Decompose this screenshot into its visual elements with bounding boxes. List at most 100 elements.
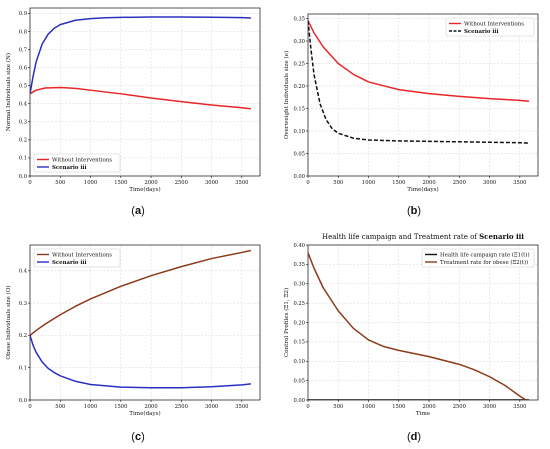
- x-tick-label: 1500: [392, 404, 405, 410]
- y-tick-label: 0.25: [293, 61, 305, 67]
- y-tick-label: 0.2: [19, 138, 27, 144]
- y-tick-label: 0.1: [19, 366, 27, 372]
- chart-title-bold: Scenario iii: [479, 232, 524, 241]
- series-line-0: [308, 20, 529, 103]
- y-tick-label: 0.8: [19, 29, 27, 35]
- plot-frame: [29, 7, 261, 177]
- grid: [307, 244, 538, 401]
- panel-d: 0 500 1000 1500 2000 2500 3000 3500 0.00 0.05 0.10…: [283, 232, 539, 443]
- x-tick-label: 1500: [392, 180, 405, 186]
- legend-label-1: Scenario iii: [52, 165, 87, 171]
- x-tick-label: 3500: [235, 180, 248, 186]
- y-tick-label: 0.05: [293, 378, 305, 384]
- y-tick-label: 0.30: [293, 39, 305, 45]
- series-lines: [308, 252, 529, 400]
- series-line-1: [30, 16, 251, 94]
- series-line-0: [30, 86, 252, 110]
- legend-label-1: Scenario iii: [52, 260, 87, 266]
- x-axis-label: Time(days): [407, 186, 438, 193]
- legend-label-1: Scenario iii: [464, 29, 499, 35]
- y-tick-label: 0.35: [293, 262, 305, 268]
- x-tick-label: 1500: [114, 404, 127, 410]
- series-line-1: [308, 20, 529, 144]
- x-axis-label: Time: [416, 411, 431, 417]
- x-tick-label: 2000: [144, 180, 157, 186]
- panel-c: 0 500 1000 1500 2000 2500 3000 3500 0.0 0.1 0.2 0.3…: [5, 244, 261, 443]
- x-tick-label: 2500: [453, 404, 466, 410]
- y-tick-label: 0.40: [293, 243, 305, 249]
- x-tick-label: 0: [28, 404, 31, 410]
- y-tick-label: 0.0: [19, 398, 27, 404]
- y-tick-label: 0.00: [293, 398, 305, 404]
- x-tick-label: 3500: [513, 404, 526, 410]
- plot-frame: [29, 244, 261, 401]
- y-tick-label: 0.5: [19, 83, 27, 89]
- legend-box: [33, 153, 121, 173]
- y-axis-label: Overweight Individuals size (e): [283, 51, 290, 139]
- y-axis-label: Control Profiles (Ξ1, Ξ2): [283, 288, 290, 357]
- x-tick-label: 0: [306, 180, 309, 186]
- legend-box: [445, 17, 535, 37]
- panel-caption: (a): [131, 205, 144, 217]
- x-tick-label: 1000: [362, 404, 375, 410]
- legend-label-0: Without Interventions: [464, 21, 524, 27]
- x-tick-label: 500: [333, 180, 343, 186]
- panel-b: 0 500 1000 1500 2000 2500 3000 3500 0.00 0.05 0.10…: [283, 13, 539, 217]
- x-tick-label: 500: [55, 404, 65, 410]
- series-lines: [30, 249, 252, 389]
- x-tick-label: 1000: [84, 180, 97, 186]
- grid: [29, 8, 260, 177]
- chart-title-text: Health life campaign and Treatment rate …: [322, 233, 479, 241]
- y-tick-label: 0.10: [293, 359, 305, 365]
- y-tick-label: 0.00: [293, 174, 305, 180]
- x-tick-label: 1500: [114, 180, 127, 186]
- y-tick-label: 0.20: [293, 84, 305, 90]
- series-line-1: [308, 252, 527, 400]
- y-tick-label: 0.2: [19, 333, 27, 339]
- y-tick-label: 0.1: [19, 156, 27, 162]
- legend: Without Interventions Scenario iii: [33, 248, 121, 268]
- y-tick-label: 0.0: [19, 174, 27, 180]
- legend: Health life campaign rate (Ξ1(t))Treatme…: [421, 248, 535, 268]
- x-tick-label: 2000: [422, 180, 435, 186]
- legend-label-0: Without Interventions: [52, 252, 112, 258]
- y-axis-label: Obese Individuals size (O): [5, 285, 12, 359]
- y-tick-label: 0.7: [19, 47, 27, 53]
- x-tick-label: 500: [55, 180, 65, 186]
- y-tick-label: 0.15: [293, 106, 305, 112]
- legend-box: [33, 248, 121, 268]
- x-tick-label: 3000: [205, 180, 218, 186]
- y-tick-label: 0.15: [293, 340, 305, 346]
- x-axis-label: Time(days): [129, 410, 160, 417]
- y-tick-label: 0.10: [293, 129, 305, 135]
- plot-frame: [307, 13, 539, 177]
- legend: Without Interventions Scenario iii: [33, 153, 121, 173]
- legend-label-1: Treatment rate for obese (Ξ2(t)): [440, 259, 528, 266]
- x-tick-label: 2500: [175, 180, 188, 186]
- grid: [307, 14, 538, 177]
- legend: Without Interventions Scenario iii: [445, 17, 535, 37]
- y-tick-label: 0.9: [19, 11, 27, 17]
- x-axis-label: Time(days): [129, 186, 160, 193]
- y-tick-label: 0.3: [19, 120, 27, 126]
- x-tick-label: 500: [333, 404, 343, 410]
- y-tick-label: 0.6: [19, 65, 27, 71]
- x-tick-label: 3500: [235, 404, 248, 410]
- legend-label-0: Health life campaign rate (Ξ1(t)): [440, 251, 530, 258]
- y-tick-label: 0.35: [293, 16, 305, 22]
- plot-frame: [307, 244, 539, 401]
- panel-a: 0 500 1000 1500 2000 2500 3000 3500 0.0 0.1 0.2 0.3…: [5, 7, 261, 217]
- series-line-1: [30, 335, 251, 389]
- x-tick-label: 0: [306, 404, 309, 410]
- y-tick-label: 0.4: [19, 269, 28, 275]
- x-tick-label: 3000: [483, 180, 496, 186]
- x-tick-label: 2500: [453, 180, 466, 186]
- x-tick-label: 2500: [175, 404, 188, 410]
- panel-caption: (c): [131, 431, 144, 443]
- x-tick-label: 0: [28, 180, 31, 186]
- legend-box: [421, 248, 535, 268]
- y-tick-label: 0.20: [293, 320, 305, 326]
- y-tick-label: 0.4: [19, 102, 28, 108]
- x-tick-label: 1000: [84, 404, 97, 410]
